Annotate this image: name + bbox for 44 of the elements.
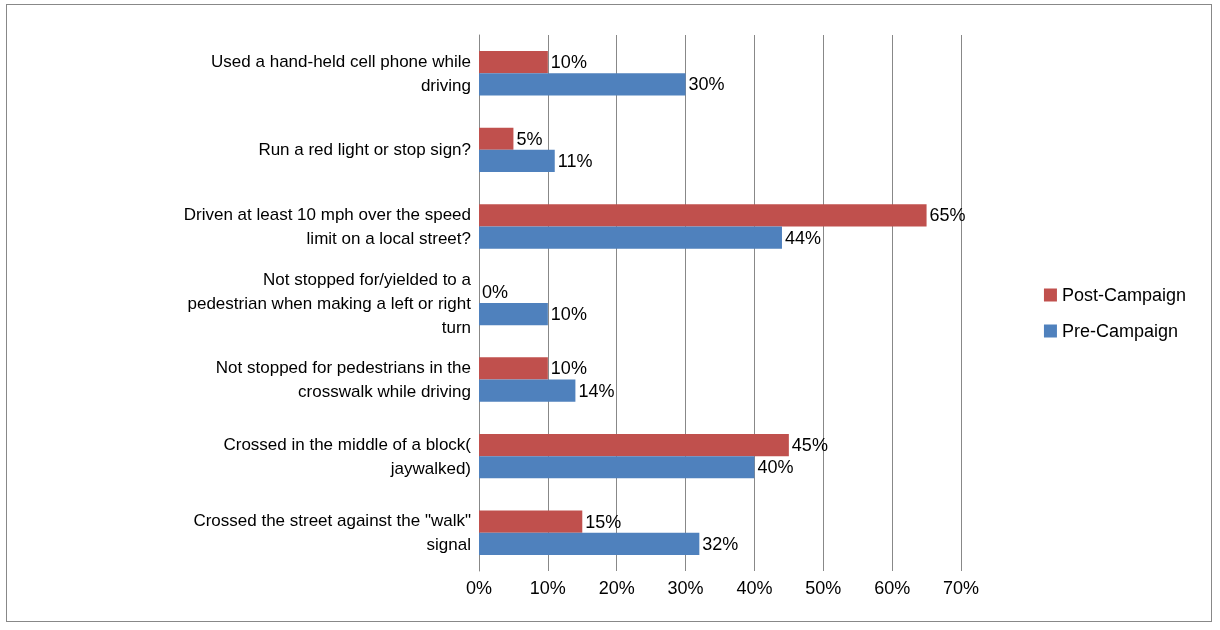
x-tick-label: 50%	[805, 578, 842, 598]
data-label: 65%	[929, 205, 966, 226]
x-tick-label: 70%	[942, 578, 980, 598]
y-tick-label: Used a hand-held cell phone while driving	[211, 51, 471, 95]
data-label: 30%	[688, 74, 725, 95]
bar	[479, 532, 700, 555]
y-tick-label: Not stopped for/yielded to a pedestrian when making a left or right turn	[187, 269, 472, 337]
data-label: 5%	[516, 128, 543, 149]
legend-label: Pre-Campaign	[1061, 321, 1178, 341]
bar	[479, 433, 789, 457]
x-tick-label: 20%	[598, 578, 635, 598]
data-label: 40%	[757, 457, 794, 478]
x-tick-label: 30%	[667, 578, 704, 598]
bar	[479, 510, 583, 533]
bar	[479, 357, 548, 380]
data-label: 44%	[784, 227, 821, 248]
data-label: 14%	[578, 380, 615, 401]
y-tick-label: Crossed the street against the "walk" signal	[193, 511, 471, 555]
bar	[479, 226, 782, 249]
data-label: 32%	[702, 533, 739, 554]
x-tick-label: 60%	[874, 578, 911, 598]
bar	[479, 127, 514, 150]
bar	[479, 149, 555, 173]
y-tick-label: Driven at least 10 mph over the speed limit on a local street?	[183, 204, 471, 248]
legend-label: Post-Campaign	[1061, 285, 1186, 305]
data-label: 0%	[482, 281, 509, 302]
data-label: 45%	[791, 435, 828, 456]
data-label: 10%	[550, 52, 587, 73]
y-tick-label: Run a red light or stop sign?	[258, 140, 471, 160]
data-label: 11%	[557, 150, 593, 171]
x-tick-label: 40%	[736, 578, 773, 598]
bar	[479, 456, 755, 479]
data-label: 10%	[550, 358, 587, 379]
x-tick-label: 0%	[465, 578, 493, 598]
x-tick-label: 10%	[529, 578, 566, 598]
data-label: 10%	[550, 304, 587, 325]
bar	[479, 379, 576, 402]
bar	[479, 51, 548, 74]
y-tick-label: Not stopped for pedestrians in the crosswalk while driving	[215, 358, 471, 402]
bar	[479, 73, 686, 96]
data-label: 15%	[585, 511, 622, 532]
bar	[479, 303, 548, 326]
bar	[479, 204, 927, 227]
y-tick-label: Crossed in the middle of a block( jaywalked)	[223, 434, 472, 478]
